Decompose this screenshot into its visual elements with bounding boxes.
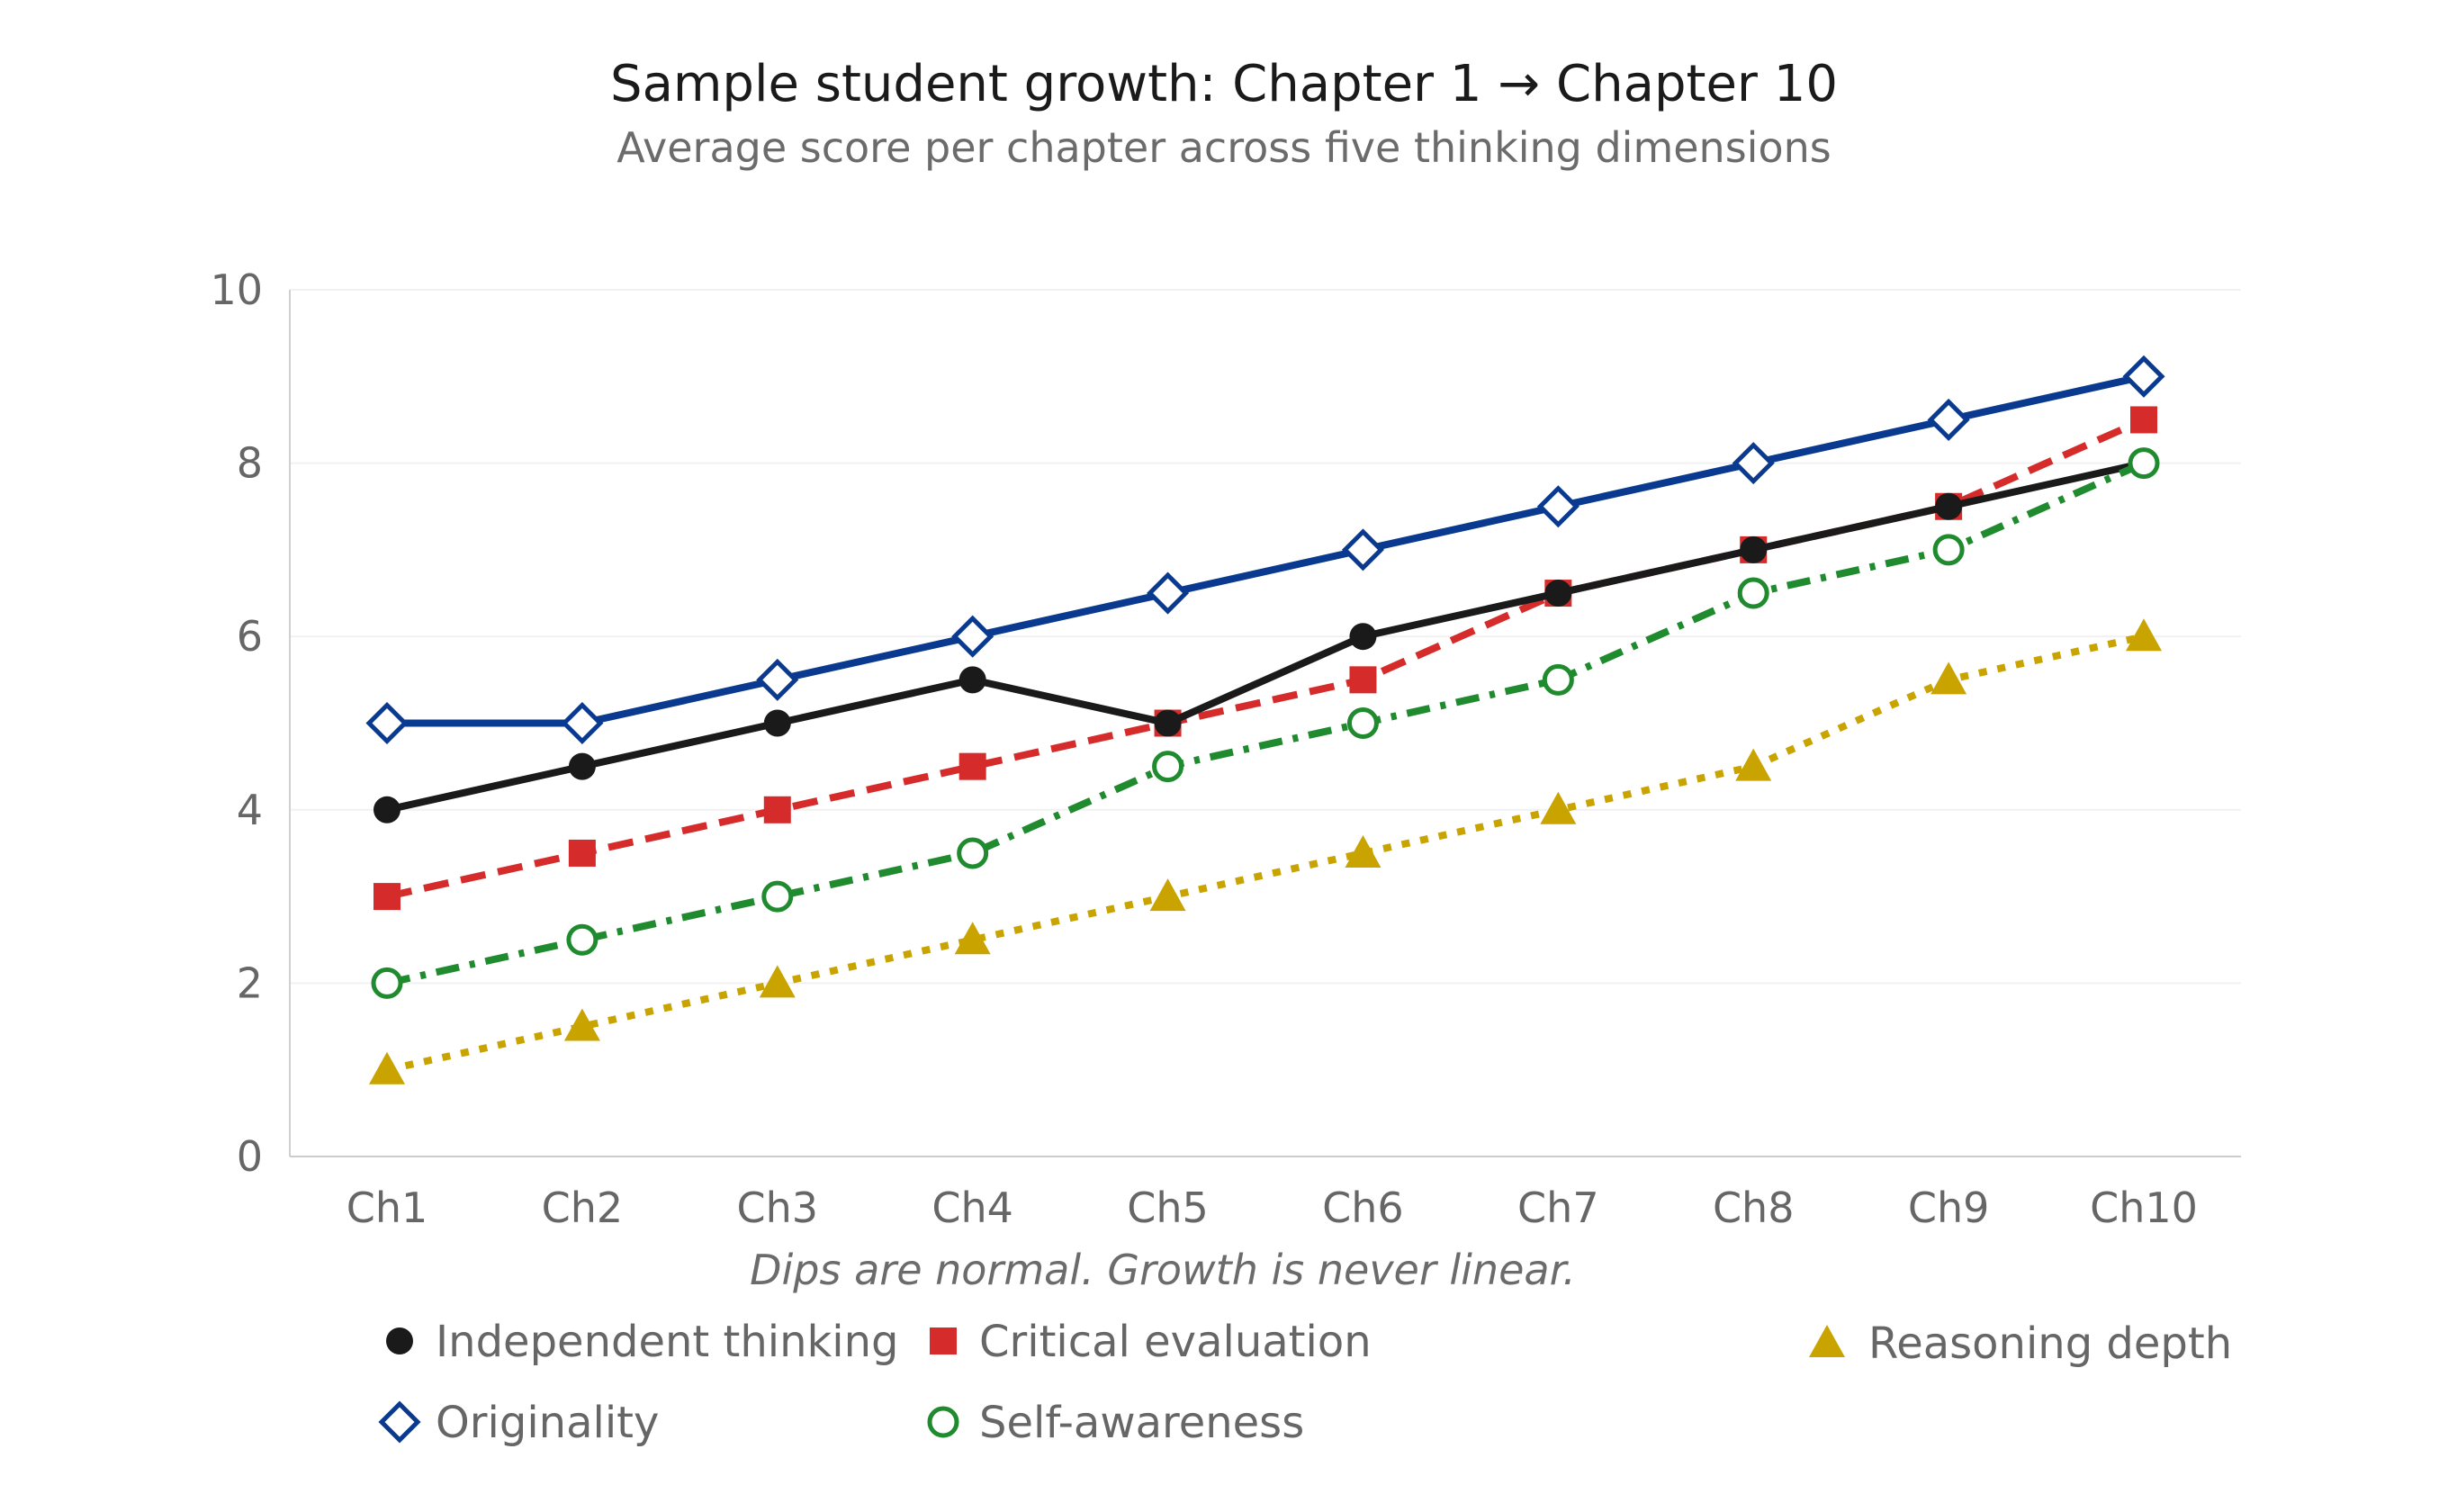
- data-point: [763, 709, 791, 737]
- series-self-awareness: [371, 447, 2160, 999]
- grid-layer: [290, 289, 2241, 985]
- data-point: [1737, 577, 1769, 609]
- y-tick-label: 2: [237, 958, 263, 1007]
- data-point: [958, 666, 986, 694]
- data-point: [1345, 834, 1382, 868]
- y-tick-label: 6: [237, 612, 263, 661]
- y-tick-label: 8: [237, 439, 263, 488]
- data-point: [1341, 528, 1384, 572]
- data-point: [1154, 709, 1182, 737]
- data-point: [1930, 662, 1967, 695]
- legend-label: Originality: [436, 1398, 659, 1448]
- data-point: [2126, 618, 2162, 652]
- data-point: [761, 880, 794, 913]
- data-point: [365, 701, 409, 745]
- x-tick-label: Ch5: [1127, 1184, 1209, 1232]
- legend-label: Independent thinking: [436, 1317, 899, 1367]
- data-point: [1149, 878, 1186, 912]
- data-point: [763, 796, 791, 824]
- data-point: [563, 1008, 600, 1041]
- legend-item: Reasoning depth: [1809, 1318, 2232, 1369]
- chart-subtitle: Average score per chapter across five th…: [616, 123, 1831, 172]
- series-line: [386, 459, 2146, 987]
- series-independent-thinking: [374, 449, 2157, 824]
- legend-label: Critical evaluation: [979, 1317, 1372, 1367]
- series-line: [387, 373, 2145, 727]
- x-tick-label: Ch7: [1517, 1184, 1599, 1232]
- data-point: [1147, 572, 1190, 615]
- legend-marker: [386, 1328, 413, 1354]
- y-tick-label: 10: [210, 266, 263, 314]
- data-point: [374, 796, 400, 824]
- y-tick-label: 0: [237, 1132, 263, 1181]
- y-tick-label: 4: [237, 786, 263, 834]
- data-point: [1544, 580, 1572, 608]
- data-point: [1349, 666, 1377, 694]
- data-point: [1349, 623, 1377, 651]
- data-point: [1932, 534, 1965, 566]
- series-originality: [365, 355, 2165, 745]
- x-tick-label: Ch9: [1908, 1184, 1990, 1232]
- data-point: [1735, 748, 1772, 781]
- data-point: [568, 839, 596, 867]
- axis-layer: 0 2 4 6 8 10 Ch1 Ch2 Ch3 Ch4 Ch5 Ch6 Ch7 Ch8 Ch9 Ch10: [210, 266, 2241, 1232]
- legend-label: Self-awareness: [979, 1398, 1304, 1448]
- data-point: [759, 965, 796, 998]
- series-layer: [365, 355, 2165, 1084]
- legend-item: Self-awareness: [927, 1398, 1304, 1448]
- x-tick-label: Ch1: [346, 1184, 428, 1232]
- data-point: [756, 658, 799, 701]
- data-point: [374, 883, 400, 911]
- data-point: [1346, 707, 1379, 739]
- legend-label: Reasoning depth: [1868, 1318, 2232, 1369]
- series-line: [386, 416, 2146, 901]
- legend-marker: [378, 1400, 421, 1444]
- data-point: [2122, 355, 2165, 398]
- data-point: [951, 615, 994, 658]
- legend-item: Independent thinking: [386, 1317, 899, 1367]
- data-point: [1732, 442, 1775, 485]
- data-point: [1540, 791, 1577, 824]
- x-tick-label: Ch8: [1713, 1184, 1795, 1232]
- data-point: [1740, 536, 1768, 563]
- legend-item: Originality: [378, 1398, 659, 1448]
- data-point: [1536, 485, 1580, 528]
- series-line: [386, 459, 2145, 814]
- x-tick-label: Ch3: [737, 1184, 819, 1232]
- legend-marker: [930, 1328, 957, 1354]
- x-tick-label: Ch10: [2090, 1184, 2198, 1232]
- data-point: [1927, 398, 1970, 441]
- data-point: [954, 922, 991, 955]
- legend-marker: [927, 1406, 959, 1438]
- data-point: [958, 752, 986, 780]
- data-point: [2130, 406, 2157, 434]
- legend-marker: [1809, 1325, 1845, 1357]
- data-point: [561, 701, 604, 745]
- data-point: [566, 923, 598, 956]
- series-critical-evaluation: [374, 406, 2157, 911]
- data-point: [568, 752, 596, 780]
- series-reasoning-depth: [369, 618, 2162, 1084]
- data-point: [957, 837, 989, 869]
- chart-title: Sample student growth: Chapter 1 → Chapt…: [610, 55, 1838, 113]
- data-point: [1542, 663, 1574, 696]
- chart-annotation: Dips are normal. Growth is never linear.: [750, 1246, 1576, 1294]
- legend: Independent thinking Critical evaluation R…: [378, 1317, 2232, 1448]
- data-point: [369, 1051, 405, 1084]
- data-point: [1152, 751, 1184, 783]
- data-point: [1935, 492, 1963, 520]
- x-tick-label: Ch4: [932, 1184, 1013, 1232]
- x-tick-label: Ch2: [542, 1184, 624, 1232]
- series-line: [386, 633, 2145, 1074]
- legend-item: Critical evaluation: [930, 1317, 1372, 1367]
- data-point: [371, 967, 403, 999]
- data-point: [2128, 447, 2160, 480]
- x-tick-label: Ch6: [1322, 1184, 1404, 1232]
